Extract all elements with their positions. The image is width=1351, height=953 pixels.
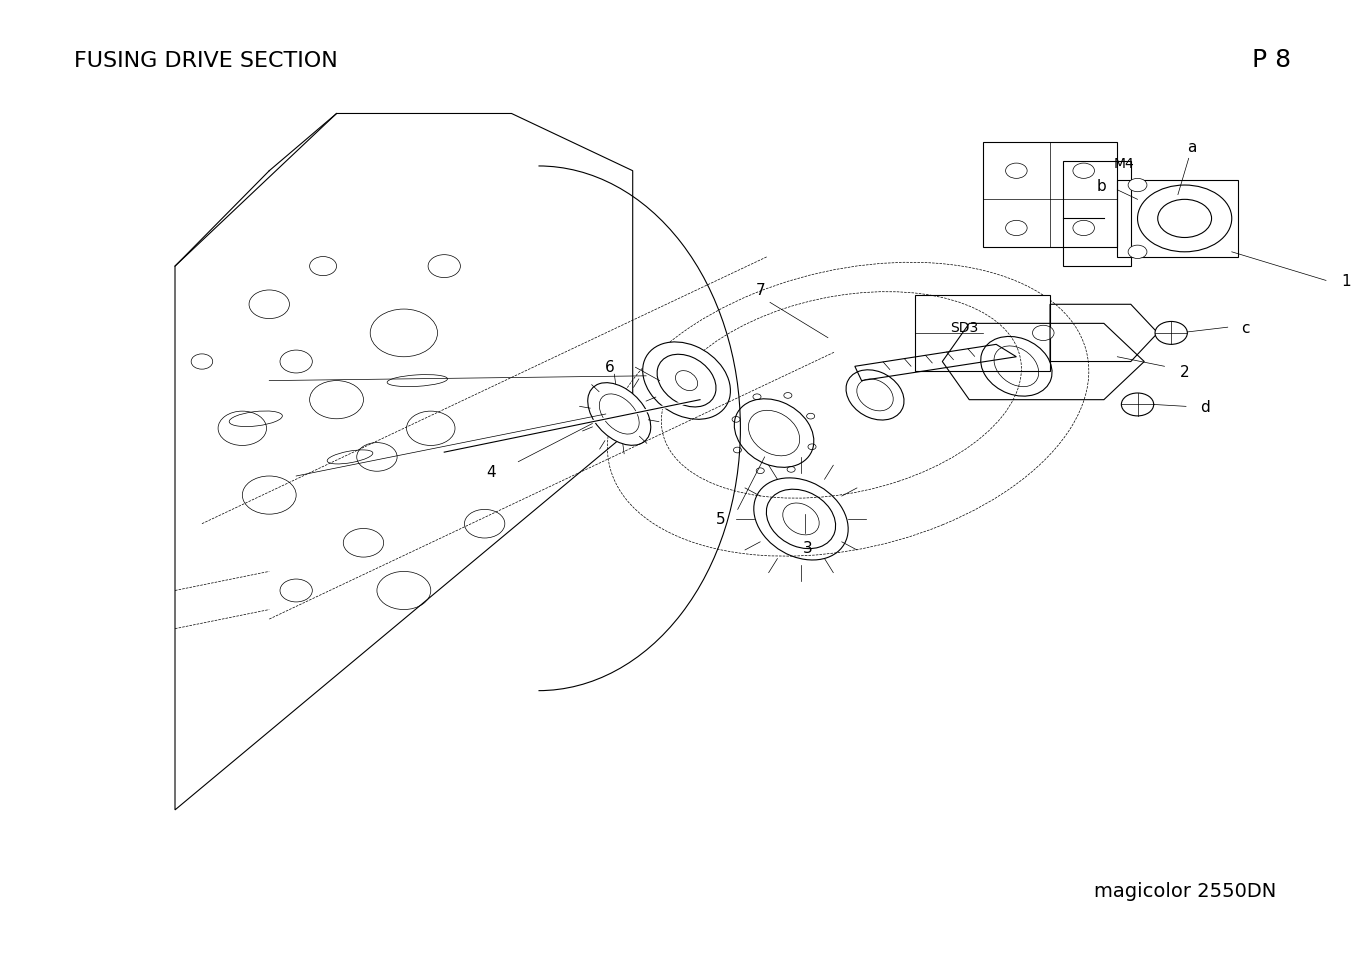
Circle shape — [1032, 326, 1054, 341]
Text: magicolor 2550DN: magicolor 2550DN — [1093, 881, 1275, 900]
Text: b: b — [1096, 178, 1106, 193]
Text: 7: 7 — [755, 283, 766, 298]
Circle shape — [1005, 221, 1027, 236]
FancyBboxPatch shape — [916, 295, 1050, 372]
Text: d: d — [1200, 399, 1209, 415]
Ellipse shape — [588, 383, 651, 446]
Text: 1: 1 — [1342, 274, 1351, 289]
Circle shape — [1121, 394, 1154, 416]
Circle shape — [1073, 221, 1094, 236]
Circle shape — [1128, 179, 1147, 193]
Circle shape — [1138, 186, 1232, 253]
Text: 6: 6 — [605, 359, 615, 375]
Text: 5: 5 — [716, 512, 725, 527]
Text: a: a — [1186, 140, 1196, 155]
FancyBboxPatch shape — [1117, 181, 1239, 257]
Text: 2: 2 — [1179, 364, 1189, 379]
Circle shape — [1155, 322, 1188, 345]
Circle shape — [1073, 164, 1094, 179]
Text: FUSING DRIVE SECTION: FUSING DRIVE SECTION — [74, 51, 338, 71]
Ellipse shape — [643, 342, 731, 420]
Text: 3: 3 — [802, 540, 812, 556]
Text: P 8: P 8 — [1252, 48, 1292, 71]
Text: SD3: SD3 — [950, 321, 978, 335]
Circle shape — [1005, 164, 1027, 179]
Text: 4: 4 — [486, 464, 496, 479]
Text: M4: M4 — [1113, 157, 1135, 171]
Text: c: c — [1242, 320, 1250, 335]
Circle shape — [1128, 246, 1147, 259]
